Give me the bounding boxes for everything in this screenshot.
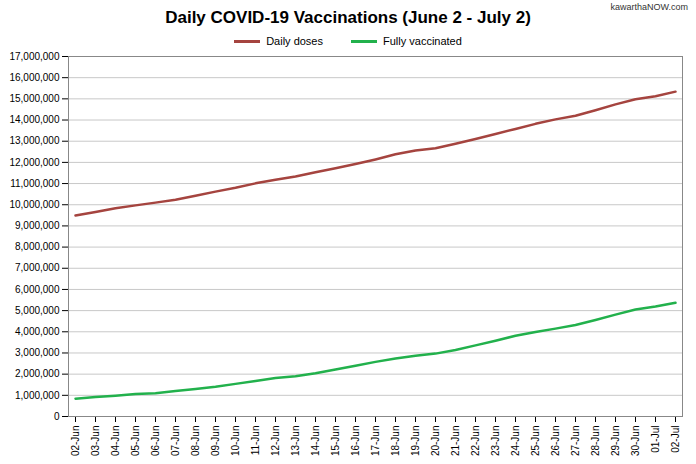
svg-text:18-Jun: 18-Jun <box>390 426 401 457</box>
svg-text:17,000,000: 17,000,000 <box>9 51 59 62</box>
html-text:Fully vaccinated: Fully vaccinated <box>383 35 462 47</box>
svg-text:27-Jun: 27-Jun <box>570 426 581 457</box>
svg-text:07-Jun: 07-Jun <box>170 426 181 457</box>
svg-text:12-Jun: 12-Jun <box>270 426 281 457</box>
svg-text:15,000,000: 15,000,000 <box>9 93 59 104</box>
svg-text:24-Jun: 24-Jun <box>510 426 521 457</box>
svg-text:10,000,000: 10,000,000 <box>9 199 59 210</box>
svg-text:01-Jul: 01-Jul <box>650 426 661 453</box>
svg-text:08-Jun: 08-Jun <box>190 426 201 457</box>
svg-text:14,000,000: 14,000,000 <box>9 114 59 125</box>
svg-text:13,000,000: 13,000,000 <box>9 135 59 146</box>
svg-text:16-Jun: 16-Jun <box>350 426 361 457</box>
svg-text:02-Jun: 02-Jun <box>70 426 81 457</box>
svg-text:06-Jun: 06-Jun <box>150 426 161 457</box>
svg-text:15-Jun: 15-Jun <box>330 426 341 457</box>
svg-text:28-Jun: 28-Jun <box>590 426 601 457</box>
svg-text:9,000,000: 9,000,000 <box>15 220 60 231</box>
svg-text:19-Jun: 19-Jun <box>410 426 421 457</box>
svg-text:20-Jun: 20-Jun <box>430 426 441 457</box>
svg-text:5,000,000: 5,000,000 <box>15 305 60 316</box>
svg-text:4,000,000: 4,000,000 <box>15 326 60 337</box>
svg-text:17-Jun: 17-Jun <box>370 426 381 457</box>
svg-text:16,000,000: 16,000,000 <box>9 72 59 83</box>
svg-text:11-Jun: 11-Jun <box>250 426 261 456</box>
svg-text:2,000,000: 2,000,000 <box>15 368 60 379</box>
svg-text:02-Jul: 02-Jul <box>670 426 681 453</box>
svg-text:03-Jun: 03-Jun <box>90 426 101 457</box>
svg-text:7,000,000: 7,000,000 <box>15 262 60 273</box>
svg-text:29-Jun: 29-Jun <box>610 426 621 457</box>
svg-text:22-Jun: 22-Jun <box>470 426 481 457</box>
svg-text:23-Jun: 23-Jun <box>490 426 501 457</box>
svg-text:14-Jun: 14-Jun <box>310 426 321 457</box>
svg-text:6,000,000: 6,000,000 <box>15 284 60 295</box>
svg-text:26-Jun: 26-Jun <box>550 426 561 457</box>
svg-text:1,000,000: 1,000,000 <box>15 390 60 401</box>
html-text:kawarthaNOW.com: kawarthaNOW.com <box>610 2 688 12</box>
svg-text:11,000,000: 11,000,000 <box>10 178 60 189</box>
svg-text:09-Jun: 09-Jun <box>210 426 221 457</box>
svg-text:25-Jun: 25-Jun <box>530 426 541 457</box>
svg-text:05-Jun: 05-Jun <box>130 426 141 457</box>
svg-text:10-Jun: 10-Jun <box>230 426 241 457</box>
html-text:Daily doses: Daily doses <box>266 35 323 47</box>
svg-text:12,000,000: 12,000,000 <box>9 157 59 168</box>
svg-text:3,000,000: 3,000,000 <box>15 347 60 358</box>
svg-text:21-Jun: 21-Jun <box>450 426 461 457</box>
svg-text:04-Jun: 04-Jun <box>110 426 121 457</box>
svg-text:30-Jun: 30-Jun <box>630 426 641 457</box>
svg-text:0: 0 <box>54 411 60 422</box>
svg-text:8,000,000: 8,000,000 <box>15 241 60 252</box>
svg-text:13-Jun: 13-Jun <box>290 426 301 457</box>
html-text:Daily COVID-19 Vaccinations (J: Daily COVID-19 Vaccinations (June 2 - Ju… <box>165 8 531 27</box>
